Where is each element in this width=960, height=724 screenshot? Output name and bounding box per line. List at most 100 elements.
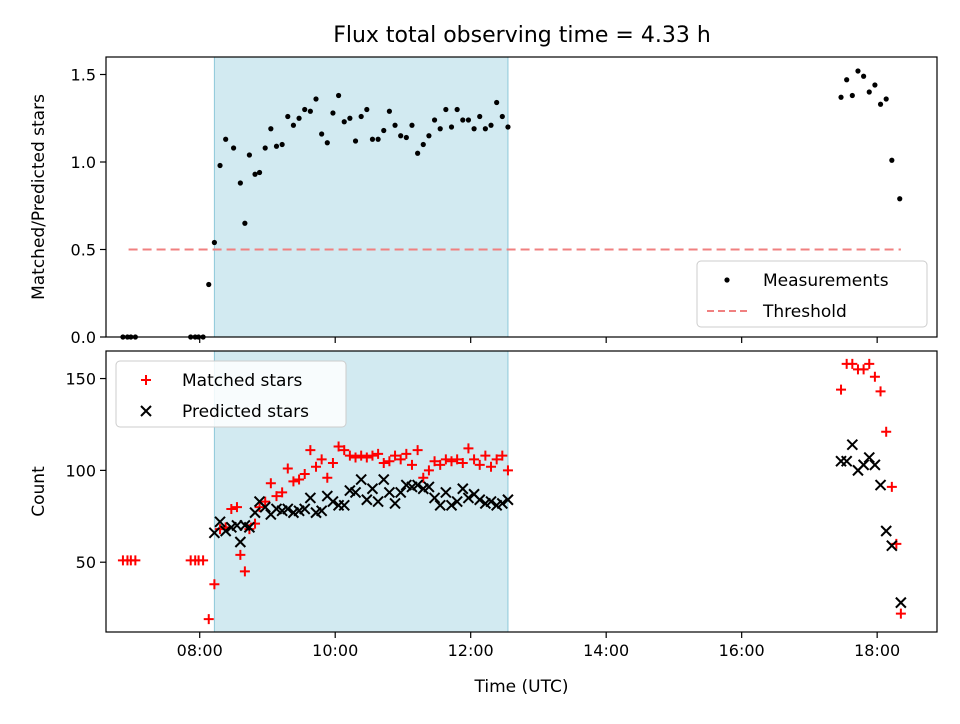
legend-marker-dot [724,277,730,283]
bottom-predicted-stars-point [372,495,384,508]
top-measurements-point [465,117,472,123]
bottom-matched-stars-point [350,452,361,463]
top-measurements-point [319,131,325,137]
top-measurements-point [252,171,258,177]
top-measurements-point [217,162,223,169]
bottom-matched-stars-point [435,459,446,470]
bottom-predicted-stars-point [440,486,452,499]
bottom-matched-stars-point [367,450,378,461]
x-axis-label: Time (UTC) [474,677,569,697]
top-measurements-point [877,101,884,107]
legend-label: Predicted stars [182,402,309,422]
bottom-matched-stars-point [412,445,423,456]
top-measurements-point [431,117,438,123]
bottom-predicted-stars-point [259,501,271,513]
top-measurements-point [499,113,505,120]
top-measurements-point [866,89,872,95]
bottom-predicted-stars-point [243,521,256,534]
bottom-matched-stars-point [239,566,250,577]
top-measurements-point [849,92,855,99]
top-measurements-point [386,108,392,114]
top-measurements-point [375,136,381,142]
top-measurements-point [883,96,889,102]
bottom-matched-stars-point [869,371,880,382]
top-measurements-point [409,122,415,128]
bottom-predicted-stars-point [389,497,401,510]
x-tick-label: 18:00 [854,641,900,660]
bottom-matched-stars-point [327,458,338,469]
bottom-matched-stars-point [209,579,220,590]
bottom-matched-stars-point [203,614,214,625]
bottom-matched-stars-point [491,454,502,465]
bottom-matched-stars-point [333,441,344,452]
bottom-predicted-stars-point [474,494,486,506]
top-measurements-point [364,106,370,113]
top-measurements-point [398,133,404,139]
bottom-y-tick-label: 150 [65,370,96,389]
bottom-matched-stars-point [271,491,282,502]
top-y-axis-label: Matched/Predicted stars [29,94,49,300]
bottom-predicted-stars-point [378,473,390,486]
figure-title: Flux total observing time = 4.33 h [333,23,711,48]
top-measurements-point [454,106,460,113]
top-measurements-point [268,126,274,132]
bottom-matched-stars-point [457,458,468,469]
bottom-matched-stars-point [429,456,440,467]
top-measurements-point [279,141,285,148]
bottom-matched-stars-point [864,358,875,369]
bottom-matched-stars-point [881,426,892,437]
bottom-predicted-stars-point [366,483,379,495]
bottom-matched-stars-point [316,454,327,465]
bottom-predicted-stars-point [214,516,226,528]
bottom-matched-stars-point [401,448,412,459]
top-measurements-point [302,106,308,113]
bottom-predicted-stars-point [208,527,221,539]
bottom-matched-stars-point [446,456,457,467]
bottom-predicted-stars-point [361,494,373,506]
bottom-matched-stars-point [277,487,288,498]
top-measurements-point [861,73,867,79]
top-measurements-point [897,196,903,202]
top-measurements-point [403,134,409,141]
bottom-predicted-stars-point [874,479,887,491]
bottom-matched-stars-point [299,469,310,480]
bottom-matched-stars-point [322,472,333,483]
bottom-matched-stars-point [384,456,395,467]
bottom-predicted-stars-point [496,497,509,510]
bottom-matched-stars-point [395,454,406,465]
top-measurements-point [420,141,426,148]
top-measurements-point [381,127,387,134]
bottom-predicted-stars-point [234,536,247,548]
bottom-predicted-stars-point [338,499,350,511]
top-measurements-point [313,96,319,102]
bottom-matched-stars-point [282,463,293,474]
top-measurements-point [872,82,878,88]
bottom-predicted-stars-point [434,499,446,511]
top-measurements-point [352,138,359,144]
bottom-predicted-stars-point [462,492,475,504]
top-y-tick-label: 1.5 [71,66,96,85]
top-measurements-point [296,115,302,121]
top-measurements-point [482,126,488,132]
top-measurements-point [838,94,844,100]
bottom-predicted-stars-point [863,451,875,464]
top-measurements-point [437,126,443,132]
bottom-matched-stars-point [344,450,355,461]
bottom-matched-stars-point [452,454,463,465]
top-measurements-point [358,113,364,120]
bottom-matched-stars-point [311,461,322,472]
bottom-axes-frame [105,350,938,633]
top-measurements-point [460,117,466,123]
bottom-matched-stars-point [463,443,474,454]
top-measurements-point [262,145,268,151]
bottom-matched-stars-point [418,472,429,483]
x-tick-label: 16:00 [719,641,765,660]
bottom-matched-stars-point [265,478,276,489]
top-measurements-point [206,281,212,288]
top-measurements-point [230,145,237,151]
bottom-predicted-stars-point [445,499,458,511]
bottom-predicted-stars-point [349,486,362,499]
legend-label: Threshold [762,302,847,322]
bottom-predicted-stars-point [327,495,339,508]
top-measurements-point [256,169,263,176]
